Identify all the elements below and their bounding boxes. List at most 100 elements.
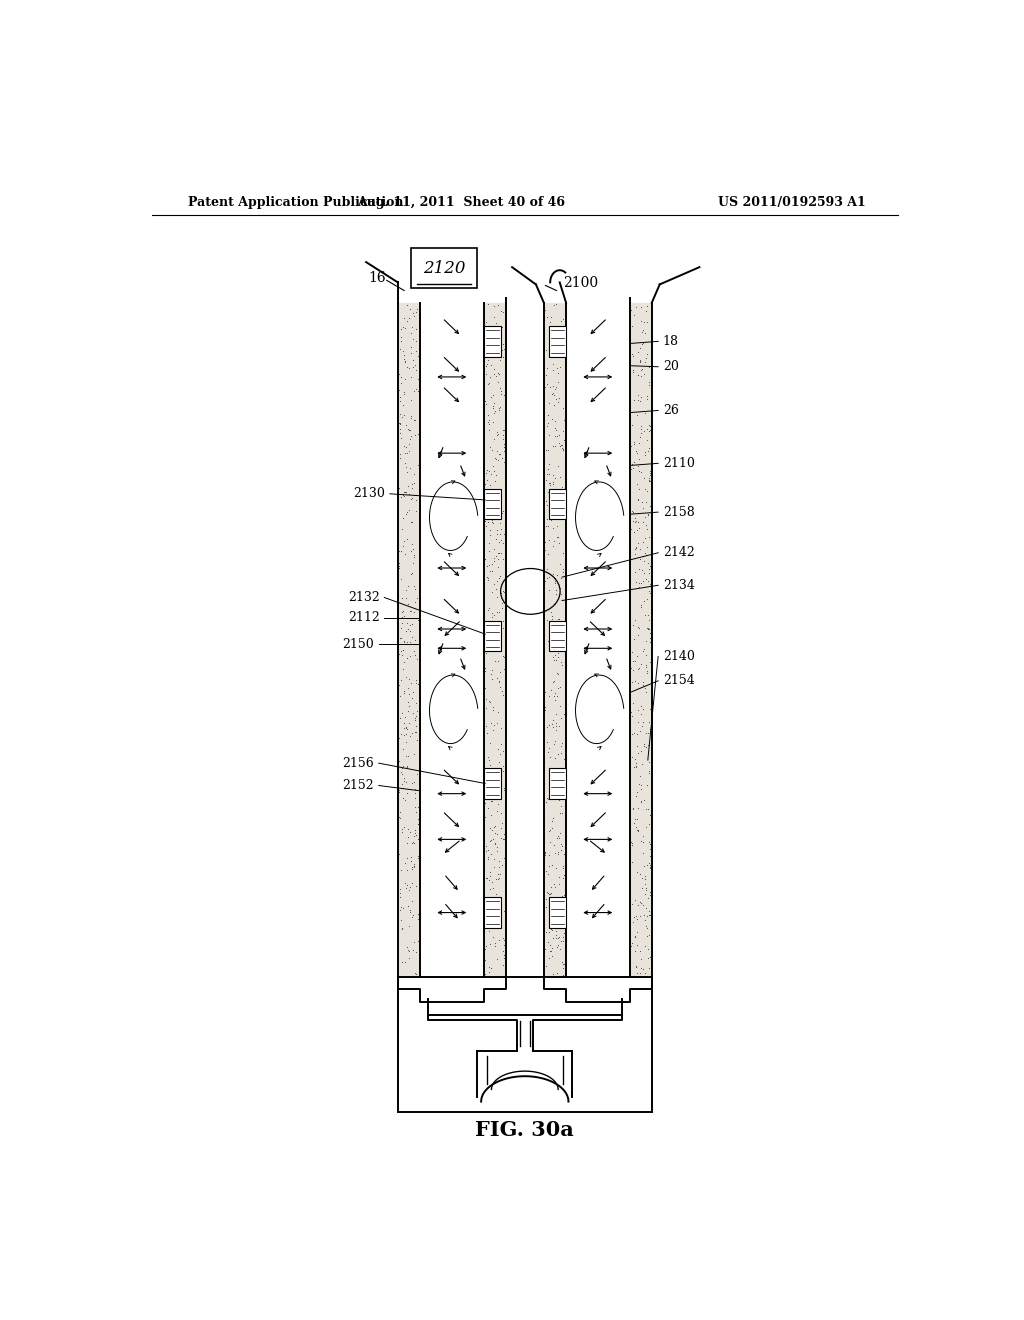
Point — [406, 576, 422, 597]
Point — [478, 619, 495, 640]
Point — [497, 718, 513, 739]
Point — [398, 414, 415, 436]
Point — [407, 779, 423, 800]
Point — [643, 859, 659, 880]
Point — [481, 830, 498, 851]
Point — [394, 587, 411, 609]
Point — [392, 403, 409, 424]
Point — [630, 659, 646, 680]
Point — [481, 437, 498, 458]
Point — [396, 952, 413, 973]
Point — [396, 718, 413, 739]
Point — [548, 583, 564, 605]
Point — [634, 867, 650, 888]
Point — [630, 743, 646, 764]
Point — [643, 702, 659, 723]
Point — [555, 894, 571, 915]
Point — [496, 549, 512, 570]
Point — [402, 488, 419, 510]
Point — [489, 371, 506, 392]
Point — [640, 605, 656, 626]
Text: 2152: 2152 — [342, 779, 374, 792]
Point — [636, 639, 652, 660]
Point — [641, 719, 657, 741]
Point — [488, 890, 505, 911]
Point — [642, 573, 658, 594]
Point — [476, 549, 493, 570]
Point — [628, 441, 644, 462]
Point — [493, 818, 509, 840]
Point — [543, 376, 559, 397]
Point — [623, 701, 639, 722]
Point — [479, 772, 496, 793]
Point — [400, 713, 417, 734]
Point — [402, 726, 419, 747]
Point — [632, 352, 648, 374]
Point — [404, 702, 421, 723]
Point — [492, 743, 508, 764]
Point — [556, 704, 572, 725]
Point — [627, 512, 643, 533]
Point — [540, 742, 556, 763]
Point — [639, 618, 655, 639]
Point — [392, 896, 409, 917]
Point — [402, 511, 419, 532]
Point — [638, 515, 654, 536]
Point — [407, 424, 423, 445]
Point — [392, 318, 409, 339]
Point — [477, 315, 494, 337]
Point — [486, 817, 503, 838]
Point — [393, 640, 410, 661]
Point — [411, 748, 427, 770]
Point — [403, 389, 420, 411]
Point — [633, 830, 649, 851]
Point — [408, 500, 424, 521]
Point — [496, 339, 512, 360]
Point — [636, 312, 652, 333]
Point — [490, 671, 507, 692]
Point — [634, 754, 650, 775]
Point — [482, 861, 499, 882]
Point — [391, 887, 408, 908]
Point — [476, 851, 493, 873]
Point — [631, 618, 647, 639]
Point — [556, 884, 572, 906]
Point — [627, 651, 643, 672]
Point — [485, 898, 502, 919]
Point — [628, 927, 644, 948]
Point — [624, 458, 640, 479]
Point — [406, 306, 422, 327]
Point — [408, 319, 424, 341]
Point — [484, 878, 501, 899]
Point — [637, 799, 653, 820]
Point — [393, 644, 410, 665]
Point — [540, 405, 556, 426]
Point — [483, 713, 500, 734]
Point — [480, 797, 497, 818]
Point — [539, 792, 555, 813]
Point — [638, 655, 654, 676]
Point — [551, 432, 567, 453]
Point — [638, 906, 654, 927]
Point — [488, 837, 505, 858]
Point — [640, 904, 656, 925]
Point — [479, 568, 496, 589]
Point — [481, 775, 498, 796]
Point — [479, 622, 496, 643]
Point — [626, 723, 642, 744]
Point — [488, 713, 505, 734]
Point — [548, 928, 564, 949]
Point — [550, 624, 566, 645]
Point — [496, 420, 512, 441]
Point — [630, 532, 646, 553]
Text: US 2011/0192593 A1: US 2011/0192593 A1 — [718, 195, 866, 209]
Point — [641, 618, 657, 639]
Point — [629, 921, 645, 942]
Point — [641, 471, 657, 492]
Point — [638, 569, 654, 590]
Point — [633, 779, 649, 800]
Point — [549, 490, 565, 511]
Point — [548, 924, 564, 945]
Point — [555, 931, 571, 952]
Point — [488, 948, 505, 969]
